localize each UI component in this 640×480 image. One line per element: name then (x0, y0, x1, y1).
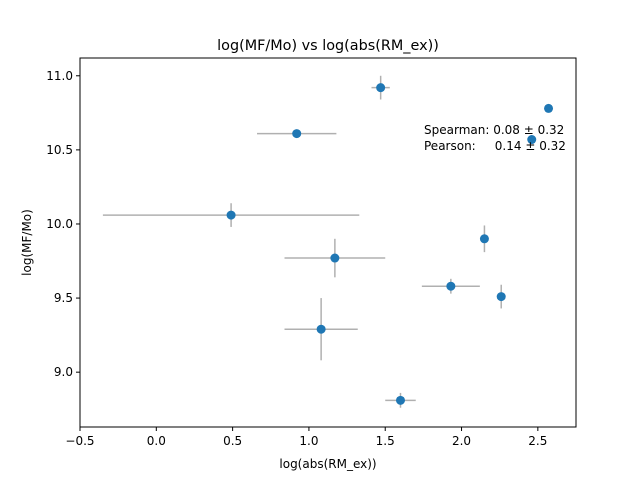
y-tick-label-3: 10.0 (46, 217, 73, 231)
x-tick-label-2: 0.0 (147, 434, 166, 448)
x-tick-label-4: 1.0 (299, 434, 318, 448)
data-point-10 (316, 324, 326, 334)
data-point-5 (226, 210, 236, 220)
y-tick-label-2: 9.5 (54, 291, 73, 305)
x-tick-label-6: 2.0 (452, 434, 471, 448)
data-point-2 (292, 129, 302, 139)
data-point-7 (479, 234, 489, 244)
x-tick-label-1: −0.5 (65, 434, 94, 448)
y-tick-label-4: 10.5 (46, 143, 73, 157)
data-point-1 (376, 83, 386, 93)
data-point-3 (544, 103, 554, 113)
data-point-4 (527, 135, 537, 145)
data-point-11 (395, 395, 405, 405)
y-axis-label: log(MF/Mo) (20, 209, 34, 276)
points-layer (226, 83, 554, 405)
correlation-annotation-pearson: Pearson: 0.14 ± 0.32 (424, 139, 566, 153)
plot-area-frame (79, 57, 577, 428)
x-tick-label-3: 0.5 (223, 434, 242, 448)
x-tick-label-5: 1.5 (376, 434, 395, 448)
x-tick-label-7: 2.5 (528, 434, 547, 448)
y-tick-label-1: 9.0 (54, 365, 73, 379)
chart-title: log(MF/Mo) vs log(abs(RM_ex)) (217, 38, 439, 54)
data-point-8 (446, 281, 456, 291)
x-axis: −0.5 0.0 0.5 1.0 1.5 2.0 2.5 (65, 427, 547, 448)
data-point-6 (330, 253, 340, 263)
y-axis: 9.0 9.5 10.0 10.5 11.0 (46, 69, 80, 379)
data-point-9 (496, 292, 506, 302)
y-tick-label-5: 11.0 (46, 69, 73, 83)
x-axis-label: log(abs(RM_ex)) (279, 457, 376, 471)
correlation-annotation-spearman: Spearman: 0.08 ± 0.32 (424, 123, 564, 137)
